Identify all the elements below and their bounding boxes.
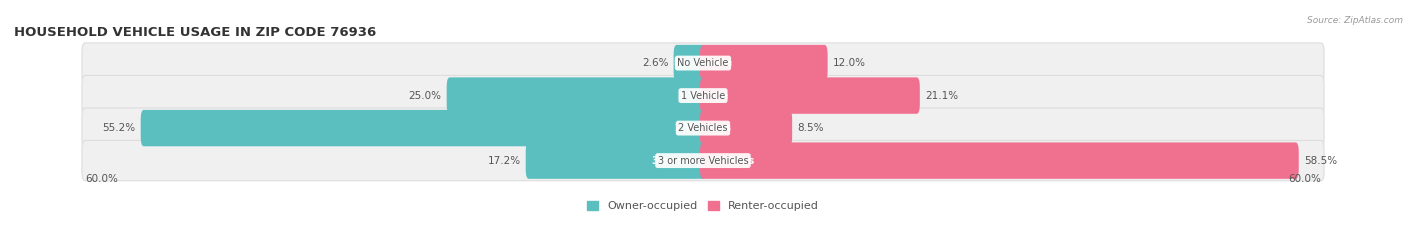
FancyBboxPatch shape xyxy=(526,142,706,179)
Legend: Owner-occupied, Renter-occupied: Owner-occupied, Renter-occupied xyxy=(586,201,820,211)
Text: 3 or more Vehicles: 3 or more Vehicles xyxy=(658,156,748,166)
FancyBboxPatch shape xyxy=(447,77,706,114)
Text: Source: ZipAtlas.com: Source: ZipAtlas.com xyxy=(1308,16,1403,25)
FancyBboxPatch shape xyxy=(82,140,1324,181)
FancyBboxPatch shape xyxy=(700,45,828,81)
Text: 60.0%: 60.0% xyxy=(84,175,118,185)
Text: No Vehicle: No Vehicle xyxy=(673,58,733,68)
Text: 60.0%: 60.0% xyxy=(1288,175,1322,185)
Text: 2 Vehicles: 2 Vehicles xyxy=(678,123,728,133)
Text: 8.5%: 8.5% xyxy=(797,123,824,133)
FancyBboxPatch shape xyxy=(700,110,792,146)
Text: 2.6%: 2.6% xyxy=(643,58,669,68)
FancyBboxPatch shape xyxy=(82,108,1324,148)
Text: 55.2%: 55.2% xyxy=(103,123,135,133)
FancyBboxPatch shape xyxy=(141,110,706,146)
Text: 58.5%: 58.5% xyxy=(1303,156,1337,166)
Text: 1 Vehicle: 1 Vehicle xyxy=(678,91,728,101)
FancyBboxPatch shape xyxy=(82,43,1324,83)
Text: 17.2%: 17.2% xyxy=(488,156,520,166)
FancyBboxPatch shape xyxy=(700,77,920,114)
Text: 21.1%: 21.1% xyxy=(925,91,957,101)
Text: HOUSEHOLD VEHICLE USAGE IN ZIP CODE 76936: HOUSEHOLD VEHICLE USAGE IN ZIP CODE 7693… xyxy=(14,26,377,39)
Text: 1 Vehicle: 1 Vehicle xyxy=(681,91,725,101)
Text: 12.0%: 12.0% xyxy=(832,58,866,68)
FancyBboxPatch shape xyxy=(82,75,1324,116)
FancyBboxPatch shape xyxy=(700,142,1299,179)
FancyBboxPatch shape xyxy=(673,45,706,81)
Text: No Vehicle: No Vehicle xyxy=(678,58,728,68)
Text: 2 Vehicles: 2 Vehicles xyxy=(675,123,731,133)
Text: 3 or more Vehicles: 3 or more Vehicles xyxy=(652,156,754,166)
Text: 25.0%: 25.0% xyxy=(409,91,441,101)
